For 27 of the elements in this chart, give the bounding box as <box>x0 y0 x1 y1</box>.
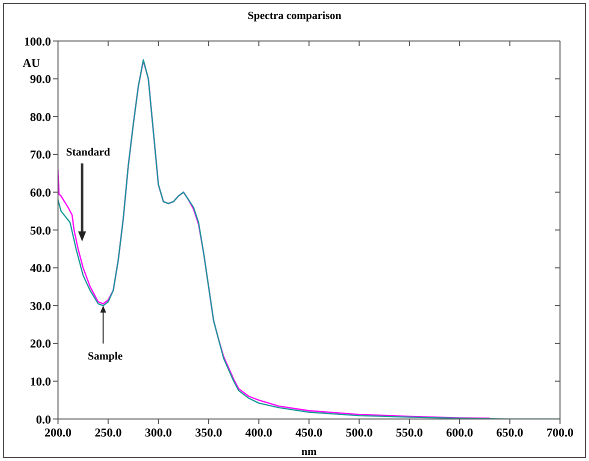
annotation: Standard <box>66 146 110 158</box>
y-tick-label: 80.0 <box>30 110 51 124</box>
y-tick-label: 70.0 <box>30 148 51 162</box>
y-tick-label: 30.0 <box>30 298 51 313</box>
y-tick-label: 10.0 <box>30 374 51 388</box>
y-axis-title: AU <box>22 56 40 70</box>
x-tick-label: 500.0 <box>346 426 373 440</box>
y-tick-label: 20.0 <box>30 336 51 351</box>
y-tick-label: 40.0 <box>30 261 51 276</box>
x-tick-label: 700.0 <box>546 426 574 440</box>
x-tick-label: 450.0 <box>296 426 322 440</box>
x-tick-label: 600.0 <box>446 426 474 440</box>
x-tick-label: 350.0 <box>195 426 222 440</box>
x-tick-label: 250.0 <box>94 426 122 440</box>
x-tick-label: 300.0 <box>144 426 172 440</box>
x-tick-label: 200.0 <box>44 426 72 440</box>
y-tick-label: 50.0 <box>30 223 51 238</box>
y-tick-label: 60.0 <box>30 185 51 200</box>
y-tick-label: 100.0 <box>24 34 51 48</box>
y-tick-label: 0.0 <box>36 412 51 426</box>
x-tick-label: 400.0 <box>245 426 272 440</box>
chart-title: Spectra comparison <box>246 10 342 22</box>
x-tick-label: 550.0 <box>396 426 423 440</box>
y-tick-label: 90.0 <box>30 72 51 86</box>
annotation: Sample <box>88 350 123 363</box>
x-tick-label: 650.0 <box>496 426 524 440</box>
x-axis-title: nm <box>301 446 317 458</box>
